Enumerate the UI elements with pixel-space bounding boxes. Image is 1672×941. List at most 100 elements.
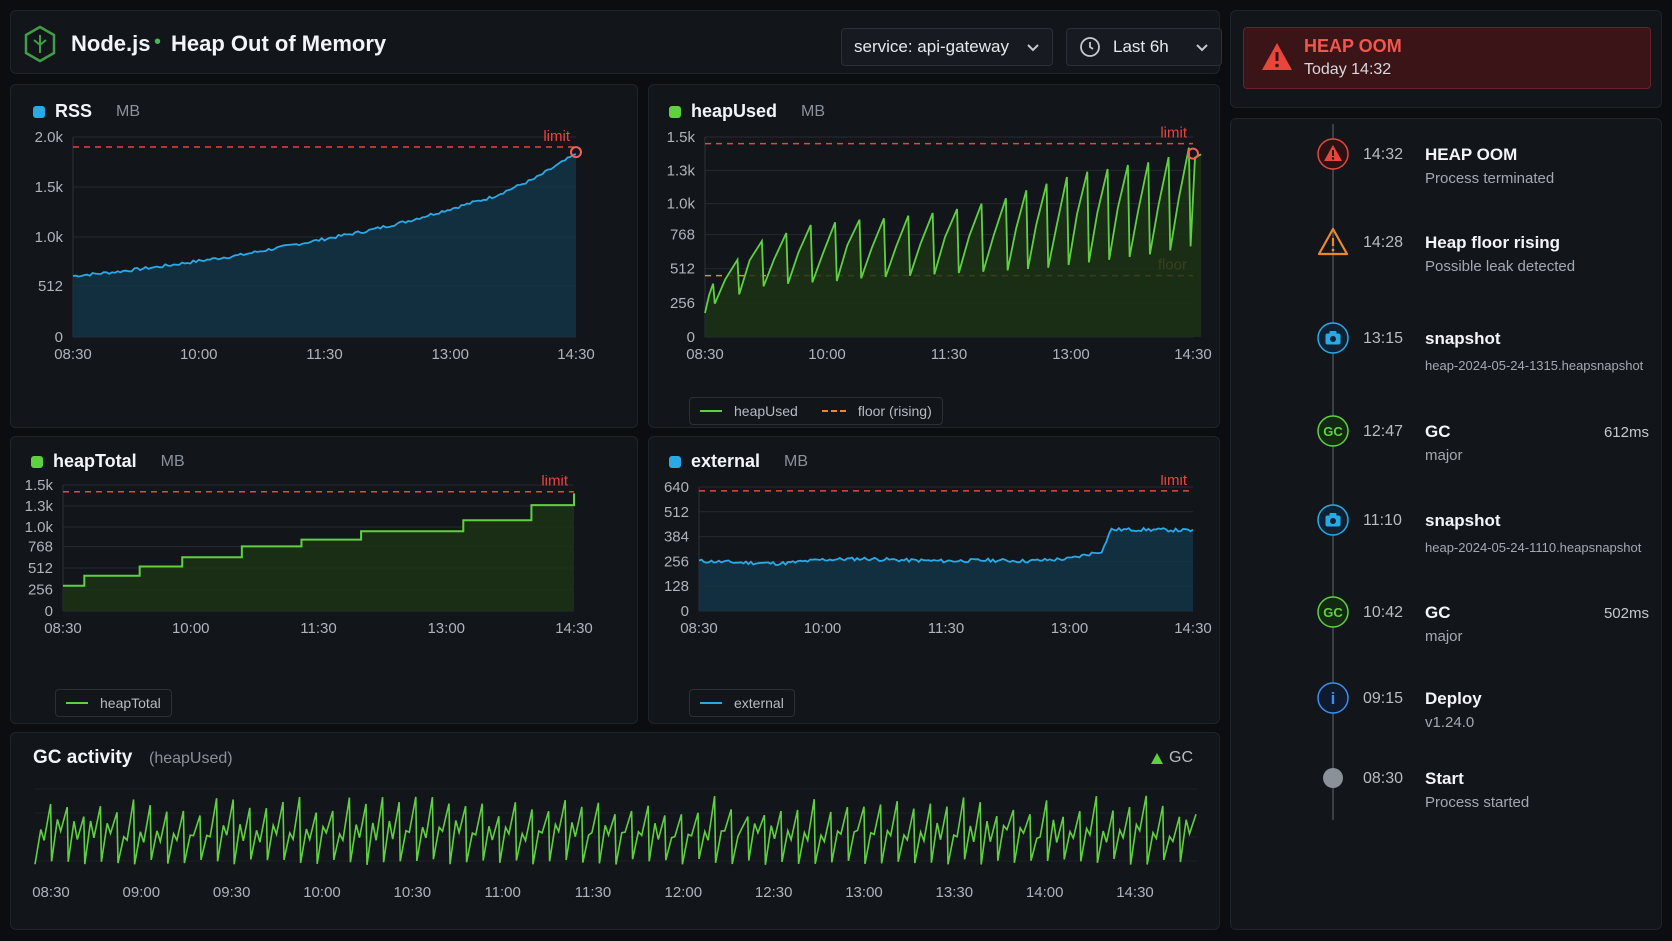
timeline-title: snapshot	[1425, 511, 1501, 530]
gc-x-tick-label: 10:30	[394, 884, 432, 901]
external-y-tick-label: 256	[664, 553, 689, 570]
timeline-item[interactable]: i 09:15 Deploy v1.24.0	[1317, 682, 1657, 742]
rss-limit-label: limit	[543, 128, 570, 145]
timeline-item[interactable]: GC 12:47 GC major 612ms	[1317, 415, 1657, 475]
heaptotal-y-tick-label: 512	[28, 560, 53, 577]
timeline-title: snapshot	[1425, 329, 1501, 348]
heaptotal-x-tick-label: 13:00	[427, 620, 465, 637]
timeline-item[interactable]: 14:32 HEAP OOM Process terminated	[1317, 138, 1657, 198]
heapused-x-tick-label: 08:30	[686, 346, 724, 363]
timeline-subtitle: Possible leak detected	[1425, 258, 1576, 275]
gc-x-tick-label: 14:30	[1116, 884, 1154, 901]
timeline-duration: 502ms	[1603, 605, 1649, 622]
external-legend-label: external	[734, 695, 784, 711]
external-y-tick-label: 0	[681, 603, 689, 620]
timeline-subtitle: major	[1425, 628, 1463, 645]
alert-title: HEAP OOM	[1304, 36, 1402, 56]
timeline-time: 12:47	[1363, 423, 1404, 440]
heaptotal-y-tick-label: 256	[28, 581, 53, 598]
timeline-item[interactable]: 13:15 snapshot heap-2024-05-24-1315.heapsn…	[1317, 322, 1657, 382]
heapused-legend-swatch	[700, 410, 722, 412]
heapused-y-tick-label: 768	[670, 227, 695, 244]
external-y-tick-label: 384	[664, 529, 689, 546]
gc-triangle-icon	[1151, 752, 1163, 764]
alert-time: Today 14:32	[1304, 61, 1392, 78]
gc-x-tick-label: 11:00	[484, 884, 520, 901]
timeline-subtitle: Process terminated	[1425, 170, 1555, 187]
page-title: Heap Out of Memory	[171, 31, 387, 56]
heaptotal-x-tick-label: 14:30	[555, 620, 593, 637]
alert-triangle-icon	[1262, 43, 1292, 70]
heapused-y-tick-label: 0	[687, 329, 695, 346]
gc-x-tick-label: 12:00	[665, 884, 703, 901]
gc-legend-label: GC	[1169, 749, 1193, 766]
timeline-item[interactable]: GC 10:42 GC major 502ms	[1317, 596, 1657, 656]
heapused-unit: MB	[801, 102, 826, 120]
external-x-tick-label: 14:30	[1174, 620, 1212, 637]
heaptotal-y-tick-label: 1.0k	[25, 519, 54, 536]
service-select[interactable]: service: api-gateway	[841, 28, 1053, 66]
rss-x-tick-label: 11:30	[306, 346, 342, 363]
timeline-time: 14:28	[1363, 234, 1404, 251]
heapused-y-tick-label: 1.5k	[667, 129, 696, 146]
warning-triangle-icon	[1317, 227, 1349, 256]
external-unit: MB	[784, 452, 809, 470]
floor-legend-label: floor (rising)	[857, 403, 932, 419]
rss-panel: RSS MB 2.0k 1.5k 1.0k 512 0 08:30 10:00 11:30 13…	[10, 84, 638, 428]
alert-panel: HEAP OOM Today 14:32	[1230, 10, 1662, 108]
heapused-y-tick-label: 512	[670, 261, 695, 278]
gc-activity-chart: 08:30 09:00 09:30 10:00 10:30 11:00 11:30 12:00…	[32, 788, 1197, 901]
gc-icon: GC	[1317, 596, 1349, 628]
timeline-time: 13:15	[1363, 330, 1404, 347]
external-title: external	[691, 451, 761, 471]
gc-x-tick-label: 13:30	[936, 884, 974, 901]
heaptotal-series-line	[63, 493, 575, 587]
time-range-select[interactable]: Last 6h	[1066, 28, 1222, 66]
timeline-item[interactable]: 08:30 Start Process started	[1317, 762, 1657, 822]
timeline-time: 08:30	[1363, 770, 1404, 787]
timeline-subtitle: Process started	[1425, 794, 1530, 811]
external-series-line	[698, 526, 1194, 566]
timeline-time: 14:32	[1363, 146, 1404, 163]
heap-oom-alert[interactable]: HEAP OOM Today 14:32	[1243, 27, 1651, 89]
heapused-limit-label: limit	[1160, 125, 1187, 142]
external-x-tick-label: 08:30	[680, 620, 718, 637]
heapused-x-tick-label: 11:30	[931, 346, 967, 363]
heapused-y-tick-label: 1.0k	[667, 196, 696, 213]
heapused-limit-marker	[1187, 147, 1199, 160]
heaptotal-panel: heapTotal MB 1.5k 1.3k 1.0k 768 512 256 0 08:30…	[10, 436, 638, 724]
app-name: Node.js	[71, 31, 151, 56]
gc-activity-subtitle: (heapUsed)	[149, 750, 233, 767]
heaptotal-chart: 1.5k 1.3k 1.0k 768 512 256 008:30 10:00 11:30 13:…	[25, 475, 593, 637]
gc-x-tick-label: 09:30	[213, 884, 251, 901]
heaptotal-y-tick-label: 0	[45, 603, 53, 620]
heapused-area	[705, 147, 1202, 337]
info-icon: i	[1317, 682, 1349, 714]
heaptotal-area	[63, 493, 574, 611]
heapused-x-tick-label: 13:00	[1052, 346, 1090, 363]
heaptotal-x-tick-label: 11:30	[300, 620, 336, 637]
gc-x-tick-label: 08:30	[32, 884, 70, 901]
timeline-title: HEAP OOM	[1425, 145, 1518, 164]
heaptotal-y-tick-label: 1.5k	[25, 477, 54, 494]
rss-series-dot	[33, 105, 45, 118]
rss-x-tick-label: 10:00	[180, 346, 218, 363]
timeline-item[interactable]: 14:28 Heap floor rising Possible leak dete…	[1317, 226, 1657, 286]
timeline-subtitle: v1.24.0	[1425, 714, 1475, 731]
external-series-dot	[669, 455, 681, 468]
heapused-title: heapUsed	[691, 101, 778, 121]
external-y-tick-label: 128	[664, 578, 689, 595]
heapused-x-tick-label: 14:30	[1174, 346, 1212, 363]
nodejs-logo-icon	[24, 25, 56, 63]
external-limit-label: limit	[1160, 475, 1187, 489]
gc-x-tick-label: 14:00	[1026, 884, 1064, 901]
start-dot-icon	[1323, 768, 1343, 788]
rss-x-tick-label: 13:00	[431, 346, 469, 363]
heaptotal-legend-label: heapTotal	[100, 695, 161, 711]
external-x-tick-label: 11:30	[928, 620, 964, 637]
gc-icon: GC	[1317, 415, 1349, 447]
heaptotal-y-tick-label: 768	[28, 538, 53, 555]
heaptotal-unit: MB	[160, 452, 185, 470]
chevron-down-icon	[1196, 44, 1208, 52]
timeline-item[interactable]: 11:10 snapshot heap-2024-05-24-1110.heapsn…	[1317, 504, 1657, 564]
